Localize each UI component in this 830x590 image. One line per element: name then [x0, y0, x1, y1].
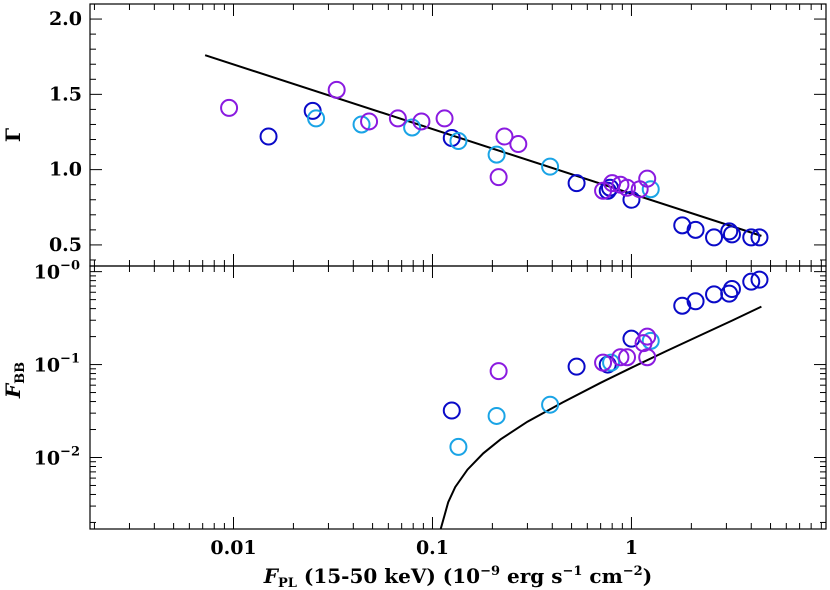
data-point: [742, 228, 761, 247]
y-tick-label: 2.0: [49, 8, 82, 30]
y-tick-label: 10−1: [34, 352, 80, 377]
data-point: [742, 272, 761, 291]
data-point: [403, 118, 422, 137]
x-tick-label: 0.1: [416, 537, 449, 559]
data-point: [638, 169, 657, 188]
data-point: [641, 180, 660, 199]
bottom-panel: 0.01 0.1 1 10−2 10−1 10−0: [34, 259, 827, 559]
data-point: [435, 109, 454, 128]
data-point: [360, 112, 379, 131]
data-point: [541, 395, 560, 414]
data-point: [567, 174, 586, 193]
data-point: [442, 401, 461, 420]
data-point: [412, 112, 431, 131]
data-point: [638, 327, 657, 346]
data-point: [487, 145, 506, 164]
top-ylabel: Γ: [1, 128, 25, 142]
data-point: [686, 292, 705, 311]
x-tick-label: 0.01: [210, 537, 256, 559]
data-point: [720, 284, 739, 303]
y-tick-label: 10−2: [34, 444, 80, 469]
data-point: [352, 115, 371, 134]
model-line: [204, 54, 762, 237]
data-point: [388, 109, 407, 128]
data-point: [487, 406, 506, 425]
y-tick-label: 10−0: [34, 259, 80, 284]
data-point: [618, 348, 637, 367]
top-panel: 0.5 1.0 1.5 2.0: [49, 3, 827, 267]
data-point: [673, 296, 692, 315]
data-point: [750, 228, 769, 247]
data-point: [638, 348, 657, 367]
data-point: [489, 362, 508, 381]
data-point: [750, 270, 769, 289]
data-point: [673, 216, 692, 235]
data-point: [449, 437, 468, 456]
data-point: [449, 132, 468, 151]
y-tick-label: 1.0: [49, 159, 82, 181]
data-point: [686, 220, 705, 239]
data-point: [720, 222, 739, 241]
data-point: [567, 357, 586, 376]
data-point: [641, 331, 660, 350]
data-point: [495, 127, 514, 146]
x-tick-label: 1: [625, 537, 638, 559]
y-tick-label: 1.5: [49, 83, 82, 105]
bottom-frame: [89, 265, 827, 530]
data-point: [259, 127, 278, 146]
bottom-ylabel: FBB: [1, 362, 28, 399]
data-point: [541, 157, 560, 176]
data-point: [618, 178, 637, 197]
data-point: [722, 280, 741, 299]
data-point: [594, 353, 613, 372]
data-point: [705, 228, 724, 247]
data-point: [602, 353, 621, 372]
y-tick-label: 0.5: [49, 234, 82, 256]
x-axis-label: FPL (15-50 keV) (10−9 erg s−1 cm−2): [263, 564, 652, 590]
data-point: [489, 168, 508, 187]
data-point: [307, 109, 326, 128]
data-point: [611, 348, 630, 367]
data-point: [220, 98, 239, 117]
data-point: [722, 225, 741, 244]
data-point: [327, 80, 346, 99]
data-point: [509, 135, 528, 154]
model-curve: [439, 305, 762, 530]
